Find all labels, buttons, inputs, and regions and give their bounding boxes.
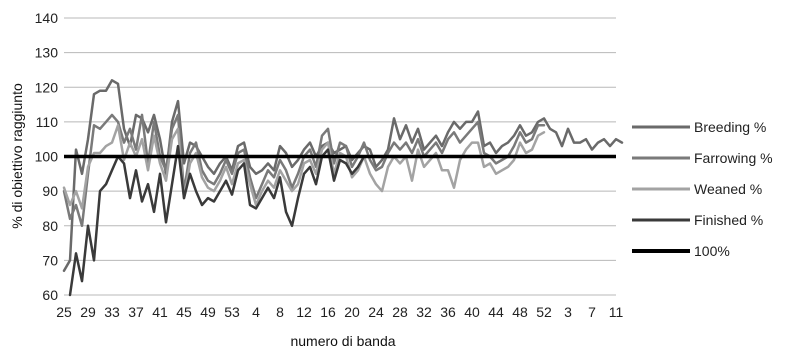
x-tick-label: 8 xyxy=(276,304,284,320)
series-lines xyxy=(62,79,624,297)
x-tick-label: 52 xyxy=(536,304,552,320)
x-tick-label: 4 xyxy=(252,304,260,320)
y-tick-label: 130 xyxy=(35,45,59,61)
y-tick-label: 110 xyxy=(36,114,59,130)
y-tick-label: 90 xyxy=(42,183,58,199)
x-tick-label: 49 xyxy=(200,304,216,320)
x-tick-label: 20 xyxy=(344,304,360,320)
x-tick-label: 45 xyxy=(176,304,192,320)
x-tick-label: 25 xyxy=(56,304,72,320)
x-tick-label: 37 xyxy=(128,304,144,320)
legend-label: Farrowing % xyxy=(694,150,773,166)
series-line-weaned xyxy=(62,124,546,210)
y-tick-label: 120 xyxy=(35,79,59,95)
legend-label: Weaned % xyxy=(694,181,762,197)
x-tick-label: 28 xyxy=(392,304,408,320)
y-tick-label: 80 xyxy=(42,218,58,234)
y-tick-label: 100 xyxy=(35,149,59,165)
x-tick-label: 16 xyxy=(320,304,336,320)
x-tick-label: 48 xyxy=(512,304,528,320)
y-axis-title: % di obiettivo raggiunto xyxy=(9,83,25,229)
x-tick-label: 40 xyxy=(464,304,480,320)
x-tick-label: 41 xyxy=(152,304,168,320)
y-tick-label: 60 xyxy=(42,287,58,303)
x-tick-label: 7 xyxy=(588,304,596,320)
x-tick-label: 11 xyxy=(609,304,624,320)
legend-label: Breeding % xyxy=(694,119,766,135)
legend-label: 100% xyxy=(694,243,730,259)
x-tick-label: 12 xyxy=(296,304,312,320)
x-tick-label: 53 xyxy=(224,304,240,320)
legend-label: Finished % xyxy=(694,212,763,228)
x-tick-label: 32 xyxy=(416,304,432,320)
y-tick-label: 70 xyxy=(42,252,58,268)
x-tick-label: 36 xyxy=(440,304,456,320)
x-tick-label: 33 xyxy=(104,304,120,320)
y-tick-labels: 60 70 80 90 100 110 120 130 140 xyxy=(35,10,59,303)
x-tick-label: 3 xyxy=(564,304,572,320)
legend: Breeding % Farrowing % Weaned % Finished % 1… xyxy=(632,119,773,259)
x-tick-label: 44 xyxy=(488,304,504,320)
x-axis-title: numero di banda xyxy=(290,333,395,349)
y-tick-label: 140 xyxy=(35,10,59,26)
series-line-breeding xyxy=(62,79,624,273)
x-tick-label: 29 xyxy=(80,304,96,320)
x-tick-label: 24 xyxy=(368,304,384,320)
x-tick-labels: 25 29 33 37 41 45 49 53 4 8 12 16 20 24 28 32 36 40 44 48 52… xyxy=(56,304,623,320)
